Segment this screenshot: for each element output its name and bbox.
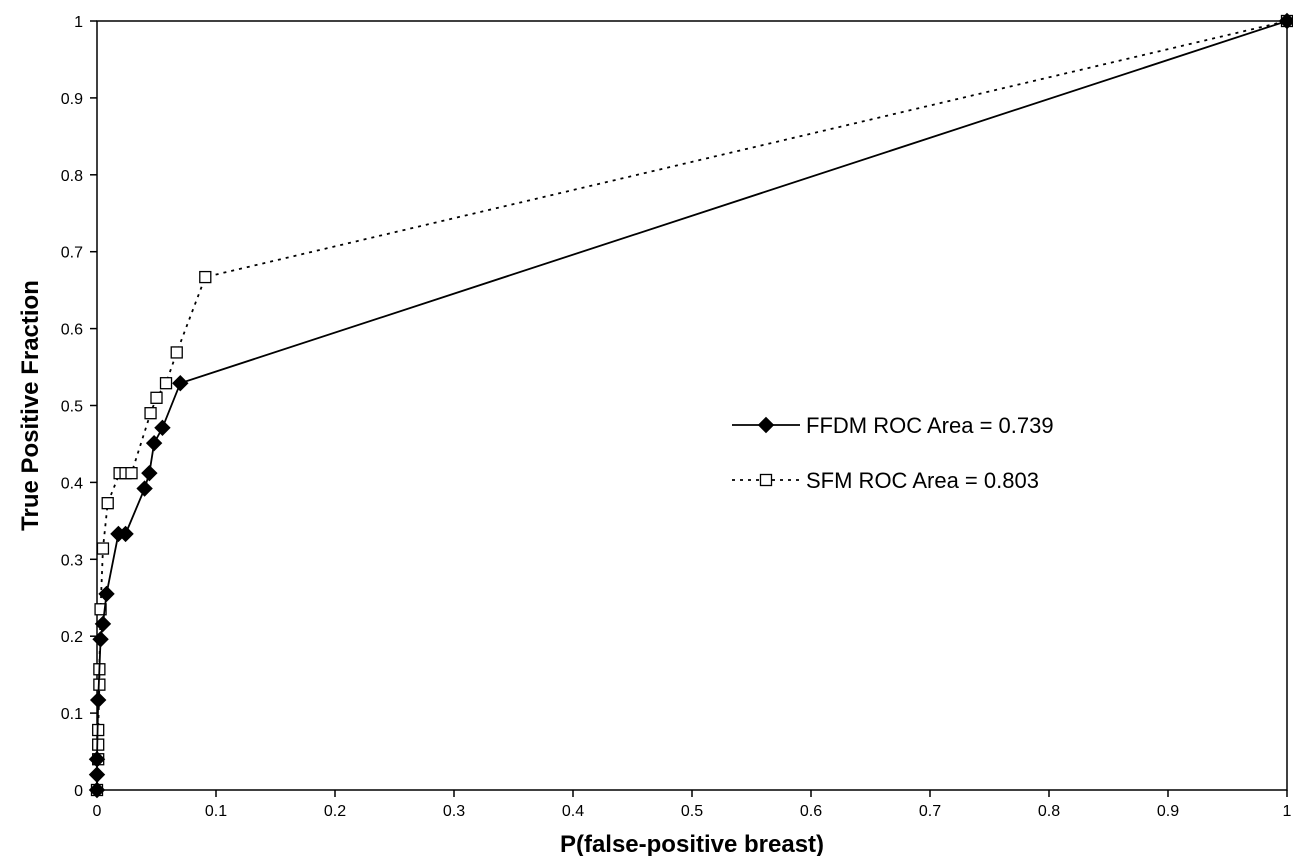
legend-label: SFM ROC Area = 0.803	[806, 468, 1039, 493]
x-axis-title: P(false-positive breast)	[560, 831, 824, 856]
data-point	[117, 525, 134, 543]
legend-item-0: FFDM ROC Area = 0.739	[732, 413, 1054, 438]
data-point	[92, 631, 109, 648]
legend: FFDM ROC Area = 0.739 SFM ROC Area = 0.80…	[732, 413, 1054, 493]
data-point	[150, 391, 163, 404]
plot-border	[96, 20, 1288, 791]
data-point	[125, 467, 138, 480]
x-tick-label: 0.1	[205, 803, 227, 820]
data-point	[94, 615, 112, 633]
series-0	[88, 12, 1293, 799]
data-point	[172, 374, 189, 392]
legend-label: FFDM ROC Area = 0.739	[806, 413, 1054, 438]
series-layer	[88, 12, 1293, 799]
series-line	[96, 20, 1288, 790]
plot-area	[96, 20, 1288, 791]
y-tick-label: 0.3	[61, 552, 83, 569]
y-tick-label: 0	[74, 783, 83, 800]
x-tick-label: 0.6	[800, 803, 822, 820]
data-point	[88, 781, 106, 799]
data-point	[154, 419, 171, 437]
data-point	[145, 434, 163, 452]
x-tick-label: 0.8	[1038, 803, 1060, 820]
x-tick-label: 0.7	[919, 803, 941, 820]
y-tick-label: 0.6	[61, 322, 83, 339]
y-tick-label: 0.4	[61, 475, 83, 492]
legend-marker	[757, 416, 775, 434]
data-point	[101, 497, 114, 510]
data-point	[94, 603, 107, 616]
y-tick-label: 0.7	[61, 245, 83, 262]
y-tick-label: 0.2	[61, 629, 83, 646]
x-tick-label: 1	[1283, 803, 1292, 820]
x-axis-ticks: 0 0.1 0.2 0.3 0.4 0.5 0.6 0.7 0.8 0.9 1	[93, 790, 1292, 820]
x-tick-label: 0.9	[1157, 803, 1179, 820]
legend-item-1: SFM ROC Area = 0.803	[732, 468, 1039, 493]
data-point	[88, 751, 106, 768]
data-point	[199, 270, 212, 284]
x-tick-label: 0.4	[562, 803, 584, 820]
y-axis-ticks: 0 0.1 0.2 0.3 0.4 0.5 0.6 0.7 0.8 0.9 1	[61, 14, 97, 800]
data-point	[136, 480, 153, 497]
x-tick-label: 0.5	[681, 803, 703, 820]
y-tick-label: 1	[74, 14, 83, 31]
data-point	[89, 691, 107, 709]
x-tick-label: 0.3	[443, 803, 465, 820]
data-point	[98, 585, 115, 603]
y-tick-label: 0.1	[61, 706, 83, 723]
data-point	[88, 766, 106, 783]
data-point	[96, 542, 110, 555]
data-point	[159, 377, 173, 390]
series-1	[90, 14, 1293, 797]
data-point	[170, 346, 183, 359]
x-tick-label: 0	[93, 803, 102, 820]
y-tick-label: 0.8	[61, 168, 83, 185]
y-tick-label: 0.9	[61, 91, 83, 108]
data-point	[141, 464, 158, 482]
data-point	[1278, 12, 1293, 30]
y-axis-title: True Positive Fraction	[17, 280, 44, 531]
legend-marker	[759, 473, 773, 487]
y-tick-label: 0.5	[61, 399, 83, 416]
x-tick-label: 0.2	[324, 803, 346, 820]
series-line	[96, 20, 1288, 791]
data-point	[144, 407, 157, 420]
